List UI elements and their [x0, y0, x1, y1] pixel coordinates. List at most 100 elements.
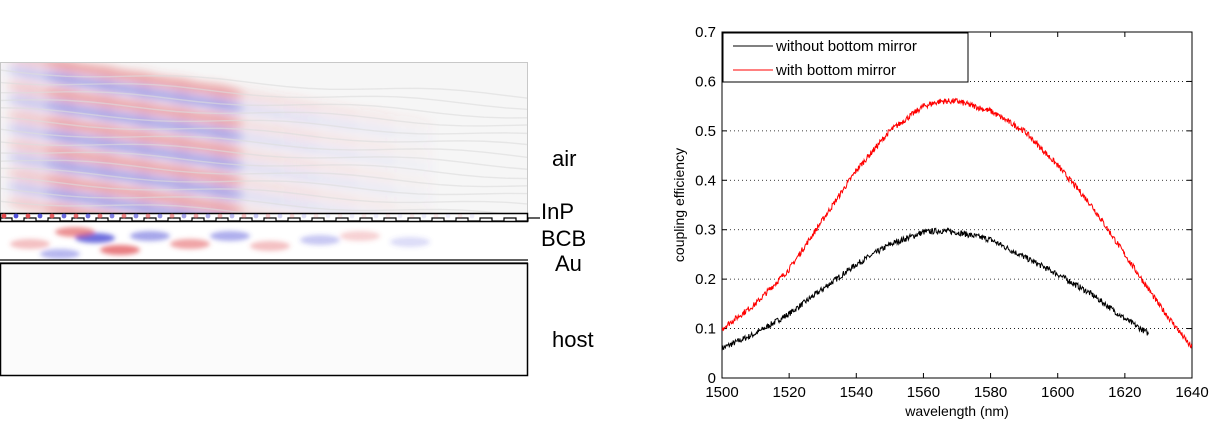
host-region	[0, 262, 529, 377]
label-au: Au	[555, 251, 582, 276]
x-axis-label: wavelength (nm)	[904, 403, 1009, 419]
field-ripple	[1, 107, 527, 135]
field-lobe	[158, 149, 206, 163]
field-ripple	[1, 116, 527, 146]
field-lobe	[310, 116, 358, 130]
field-ripple	[1, 187, 513, 214]
field-ripple	[1, 69, 527, 99]
y-tick-label: 0	[708, 370, 716, 387]
field-lobe	[120, 71, 168, 86]
x-tick-label: 1580	[974, 384, 1007, 401]
field-lobe	[6, 169, 54, 183]
x-tick-label: 1520	[772, 384, 805, 401]
series-line-0	[722, 227, 1149, 352]
legend-box	[722, 32, 969, 83]
field-lobe	[272, 183, 320, 198]
series-line-1	[722, 97, 1192, 349]
field-lobe	[386, 202, 434, 214]
grating-dot	[361, 213, 367, 219]
grating-dot	[49, 213, 55, 219]
grating-dot	[13, 213, 19, 219]
grating-dot	[457, 213, 463, 219]
y-axis-ticks: 0 0.1 0.2 0.3 0.4 0.5 0.6 0.7	[695, 24, 1192, 387]
field-lobe	[196, 126, 244, 141]
field-lobe	[6, 95, 54, 110]
field-lobe	[44, 102, 92, 116]
label-inp: InP	[541, 199, 575, 224]
field-lobe	[196, 184, 244, 199]
legend: without bottom mirror with bottom mirror	[722, 32, 969, 83]
grating-dot	[229, 213, 235, 219]
y-tick-label: 0.6	[695, 73, 716, 90]
series-layer	[722, 97, 1192, 352]
label-bcb: BCB	[541, 226, 587, 251]
field-ripple	[1, 176, 527, 205]
field-lobe	[44, 131, 92, 145]
field-ripple	[1, 151, 527, 180]
grating-dot	[349, 213, 355, 219]
grating-dot	[25, 213, 31, 219]
field-lobe	[250, 241, 290, 251]
grating-dot	[169, 213, 175, 219]
x-tick-label: 1560	[907, 384, 940, 401]
field-lobe	[6, 63, 54, 67]
grating-dot	[73, 213, 79, 219]
field-lobe	[100, 245, 140, 255]
grating-dot	[37, 213, 43, 219]
field-lobe	[348, 167, 396, 181]
field-lobe	[158, 136, 206, 150]
grating-dot	[397, 213, 403, 219]
grating-dot	[193, 213, 199, 219]
field-lobe	[196, 200, 244, 214]
field-lobe	[234, 104, 282, 118]
bcb-wave-pattern	[10, 227, 430, 259]
y-tick-label: 0.5	[695, 123, 716, 140]
field-lobe	[300, 235, 340, 245]
grating-dot	[445, 213, 451, 219]
grating-dot	[421, 213, 427, 219]
field-lobe	[272, 110, 320, 124]
field-lobe	[310, 102, 358, 117]
grating-dot	[241, 213, 247, 219]
y-tick-label: 0.4	[695, 172, 716, 189]
field-lobe	[44, 63, 92, 73]
field-lobe	[348, 196, 396, 210]
x-axis-ticks: 1500 1520 1540 1560 1580 1600 1620 1640	[705, 32, 1209, 401]
grating-dot	[145, 213, 151, 219]
grating-dot	[385, 213, 391, 219]
legend-label-with-bottom-mirror: with bottom mirror	[775, 62, 896, 79]
grating-dot	[1, 213, 7, 219]
grating-dot	[157, 213, 163, 219]
coupling-efficiency-chart: 00.10.20.30.40.50.60.7 1500 1520 1540 1560 1…	[671, 24, 1209, 419]
field-lobe	[234, 133, 282, 147]
grating-dot	[277, 213, 283, 219]
field-ripple	[1, 167, 527, 196]
field-lobe	[272, 139, 320, 153]
label-host: host	[552, 327, 594, 352]
field-lobe	[210, 231, 250, 241]
field-lobe	[82, 152, 130, 167]
field-lobe	[234, 191, 282, 205]
field-lobe	[196, 113, 244, 127]
field-lobe	[120, 143, 168, 157]
grating-dot	[181, 213, 187, 219]
field-lobe	[10, 239, 50, 249]
grating-dot	[97, 213, 103, 219]
field-lobe	[44, 204, 92, 214]
field-ripple	[1, 159, 527, 188]
grating-dot	[289, 213, 295, 219]
field-lobe	[40, 249, 80, 259]
field-lobe	[44, 73, 92, 87]
grating-dot	[313, 213, 319, 219]
field-lobe	[272, 154, 320, 169]
grating	[0, 217, 540, 222]
field-lobe	[310, 174, 358, 188]
field-ripple	[1, 81, 527, 111]
grating-dot	[121, 213, 127, 219]
field-lobe	[120, 85, 168, 99]
x-tick-label: 1500	[705, 384, 738, 401]
field-lobe	[234, 119, 282, 133]
field-ripple	[1, 91, 527, 119]
plot-area	[721, 31, 1193, 379]
